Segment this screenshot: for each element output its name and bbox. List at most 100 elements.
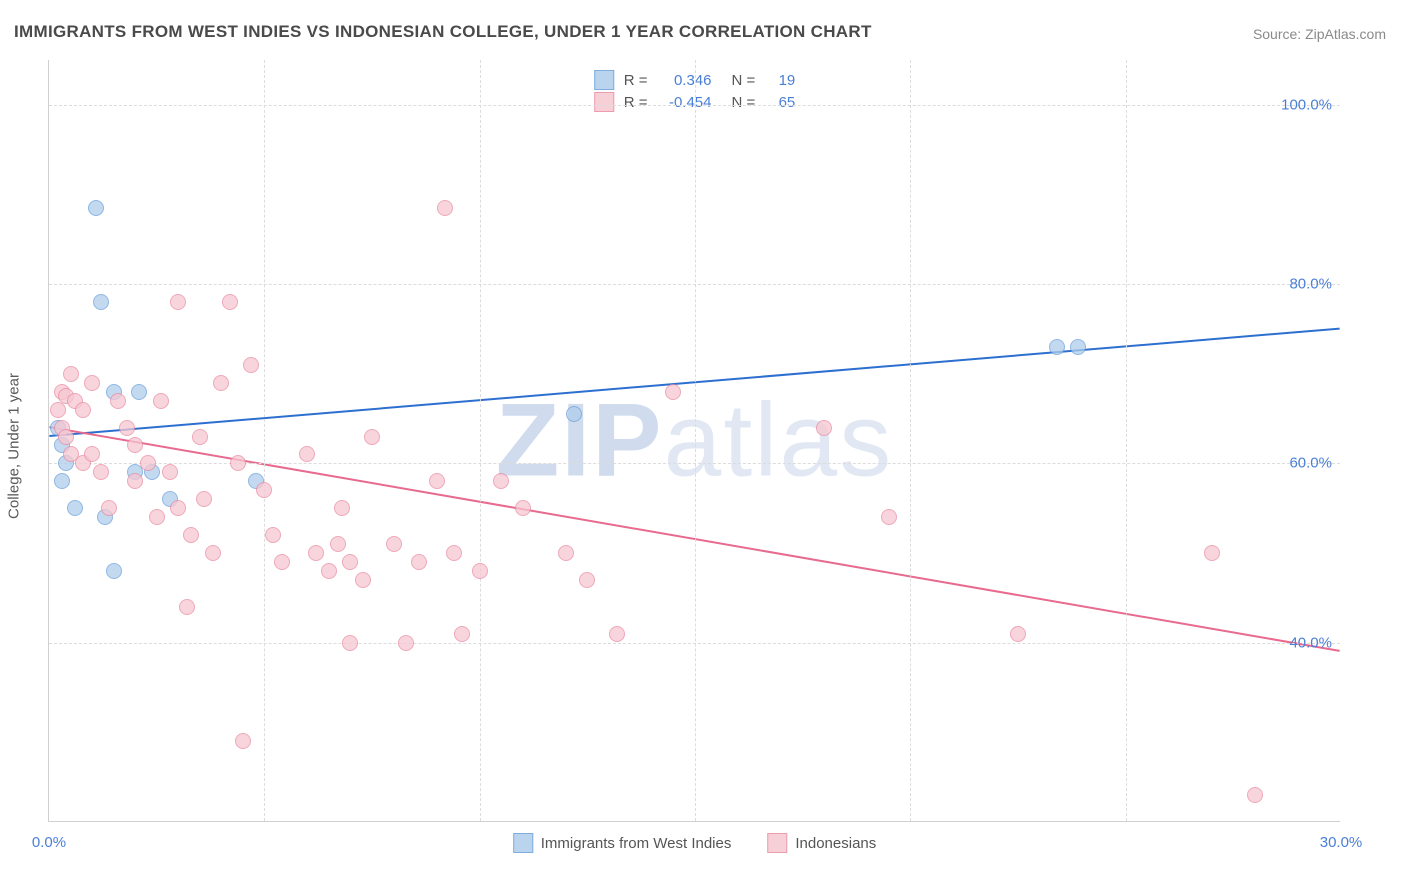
y-tick-label: 80.0% — [1289, 276, 1332, 293]
data-point — [364, 429, 380, 445]
series-legend: Immigrants from West Indies Indonesians — [513, 833, 877, 853]
data-point — [558, 545, 574, 561]
gridline-v — [264, 60, 265, 821]
data-point — [131, 384, 147, 400]
data-point — [256, 482, 272, 498]
source-prefix: Source: — [1253, 26, 1305, 42]
data-point — [50, 402, 66, 418]
watermark-light: atlas — [664, 382, 894, 498]
data-point — [63, 366, 79, 382]
data-point — [84, 446, 100, 462]
data-point — [153, 393, 169, 409]
data-point — [342, 635, 358, 651]
data-point — [243, 357, 259, 373]
data-point — [127, 437, 143, 453]
data-point — [321, 563, 337, 579]
data-point — [101, 500, 117, 516]
data-point — [881, 509, 897, 525]
gridline-v — [910, 60, 911, 821]
legend-label: Indonesians — [795, 835, 876, 852]
legend-swatch — [767, 833, 787, 853]
data-point — [816, 420, 832, 436]
n-label: N = — [732, 72, 756, 89]
data-point — [454, 626, 470, 642]
data-point — [1049, 339, 1065, 355]
data-point — [106, 563, 122, 579]
y-tick-label: 100.0% — [1281, 96, 1332, 113]
data-point — [274, 554, 290, 570]
y-axis-label: College, Under 1 year — [6, 373, 23, 519]
data-point — [93, 464, 109, 480]
data-point — [75, 402, 91, 418]
n-label: N = — [732, 94, 756, 111]
data-point — [170, 500, 186, 516]
data-point — [84, 375, 100, 391]
n-value: 19 — [765, 72, 795, 89]
data-point — [230, 455, 246, 471]
r-label: R = — [624, 72, 648, 89]
data-point — [265, 527, 281, 543]
x-tick-label: 30.0% — [1320, 834, 1363, 851]
n-value: 65 — [765, 94, 795, 111]
data-point — [472, 563, 488, 579]
data-point — [110, 393, 126, 409]
gridline-v — [480, 60, 481, 821]
data-point — [398, 635, 414, 651]
data-point — [308, 545, 324, 561]
legend-swatch — [594, 92, 614, 112]
data-point — [493, 473, 509, 489]
data-point — [446, 545, 462, 561]
data-point — [162, 464, 178, 480]
chart-area: ZIPatlas R =0.346N =19R =-0.454N =65 Imm… — [48, 60, 1340, 822]
watermark-bold: ZIP — [496, 382, 664, 498]
data-point — [579, 572, 595, 588]
data-point — [205, 545, 221, 561]
data-point — [1070, 339, 1086, 355]
data-point — [222, 294, 238, 310]
r-label: R = — [624, 94, 648, 111]
data-point — [355, 572, 371, 588]
data-point — [67, 500, 83, 516]
data-point — [183, 527, 199, 543]
source-credit: Source: ZipAtlas.com — [1253, 26, 1386, 42]
data-point — [1204, 545, 1220, 561]
data-point — [58, 429, 74, 445]
data-point — [196, 491, 212, 507]
data-point — [192, 429, 208, 445]
data-point — [609, 626, 625, 642]
x-tick-label: 0.0% — [32, 834, 66, 851]
data-point — [179, 599, 195, 615]
data-point — [299, 446, 315, 462]
gridline-v — [1126, 60, 1127, 821]
data-point — [127, 473, 143, 489]
data-point — [386, 536, 402, 552]
y-tick-label: 60.0% — [1289, 455, 1332, 472]
r-value: -0.454 — [658, 94, 712, 111]
legend-label: Immigrants from West Indies — [541, 835, 732, 852]
data-point — [213, 375, 229, 391]
data-point — [342, 554, 358, 570]
data-point — [1010, 626, 1026, 642]
chart-title: IMMIGRANTS FROM WEST INDIES VS INDONESIA… — [14, 22, 872, 42]
data-point — [437, 200, 453, 216]
data-point — [665, 384, 681, 400]
data-point — [330, 536, 346, 552]
source-site: ZipAtlas.com — [1305, 26, 1386, 42]
gridline-v — [695, 60, 696, 821]
data-point — [119, 420, 135, 436]
data-point — [170, 294, 186, 310]
legend-swatch — [513, 833, 533, 853]
data-point — [515, 500, 531, 516]
legend-swatch — [594, 70, 614, 90]
r-value: 0.346 — [658, 72, 712, 89]
data-point — [411, 554, 427, 570]
legend-item: Immigrants from West Indies — [513, 833, 732, 853]
data-point — [54, 473, 70, 489]
data-point — [566, 406, 582, 422]
data-point — [235, 733, 251, 749]
y-tick-label: 40.0% — [1289, 634, 1332, 651]
data-point — [334, 500, 350, 516]
data-point — [140, 455, 156, 471]
data-point — [429, 473, 445, 489]
data-point — [1247, 787, 1263, 803]
